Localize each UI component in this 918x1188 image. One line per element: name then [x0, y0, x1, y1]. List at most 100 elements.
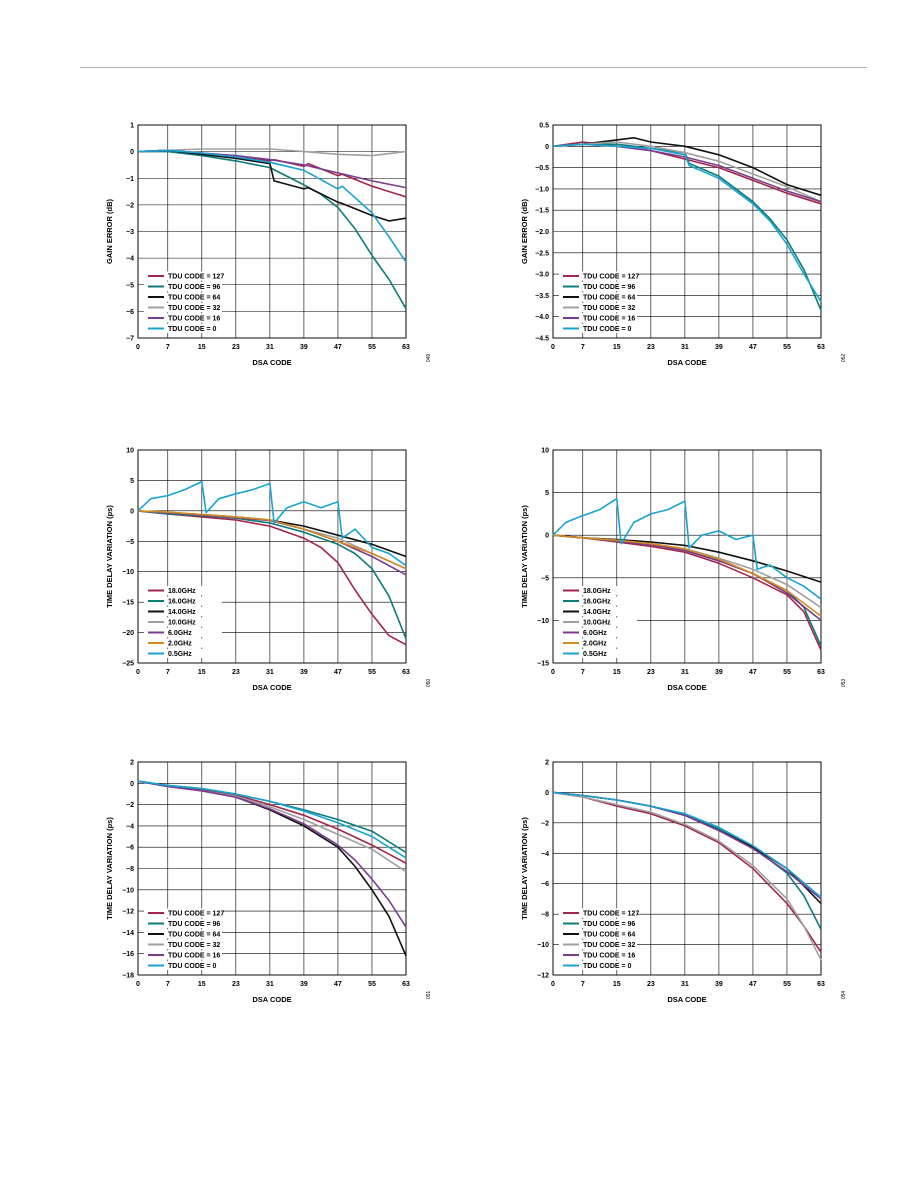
x-axis-title: DSA CODE [252, 995, 291, 1004]
y-tick-label: −7 [126, 336, 134, 343]
x-tick-label: 63 [402, 344, 410, 351]
legend-background [144, 961, 222, 970]
legend-background [144, 271, 222, 281]
legend-background [559, 638, 637, 648]
y-tick-label: 10 [126, 448, 134, 455]
x-tick-label: 39 [300, 344, 308, 351]
x-axis-title: DSA CODE [667, 358, 706, 367]
x-tick-label: 0 [551, 981, 555, 988]
y-tick-label: −20 [122, 630, 134, 637]
series-line [552, 791, 822, 905]
series-line [552, 791, 822, 961]
legend-background [559, 324, 637, 333]
legend-label: 18.0GHz [583, 588, 611, 595]
y-tick-label: −2 [541, 820, 549, 827]
legend-label: TDU CODE = 16 [583, 953, 635, 960]
y-tick-label: −4 [126, 823, 134, 830]
legend-label: TDU CODE = 0 [168, 326, 217, 333]
legend-background [559, 649, 637, 658]
legend-label: TDU CODE = 64 [583, 295, 635, 302]
y-tick-label: −8 [126, 866, 134, 873]
figure-id: 052 [841, 354, 847, 363]
x-tick-label: 47 [334, 344, 342, 351]
y-tick-label: 0.5 [539, 123, 549, 130]
series-line [552, 534, 822, 583]
y-tick-label: −6 [126, 309, 134, 316]
x-tick-label: 0 [136, 344, 140, 351]
legend-label: 14.0GHz [583, 609, 611, 616]
x-tick-label: 39 [715, 981, 723, 988]
x-axis-title: DSA CODE [667, 683, 706, 692]
y-tick-label: −1.0 [535, 186, 549, 193]
legend-background [144, 596, 222, 606]
legend-background [559, 961, 637, 970]
plot-frame [552, 761, 822, 976]
y-tick-label: −15 [537, 661, 549, 668]
legend-background [559, 908, 637, 918]
series-line [137, 780, 407, 864]
series-line [137, 780, 407, 859]
legend-background [144, 649, 222, 658]
legend-label: TDU CODE = 96 [583, 284, 635, 291]
legend: TDU CODE = 127 TDU CODE = 96 TDU CODE = 64… [144, 908, 224, 970]
legend-background [559, 586, 637, 595]
legend-background [559, 313, 637, 323]
x-tick-label: 47 [334, 669, 342, 676]
legend-background [559, 607, 637, 616]
x-tick-label: 55 [783, 981, 791, 988]
x-tick-label: 47 [749, 981, 757, 988]
legend-label: TDU CODE = 16 [168, 316, 220, 323]
figure-id: 051 [426, 991, 432, 1000]
legend-label: 16.0GHz [168, 599, 196, 606]
y-tick-label: −16 [122, 951, 134, 958]
plot-frame [552, 124, 822, 339]
legend-background [144, 292, 222, 302]
legend: TDU CODE = 127 TDU CODE = 96 TDU CODE = 64… [559, 271, 639, 333]
legend-background [144, 908, 222, 918]
time-delay-chart-tdu-2: 0 7 15 23 31 39 47 55 63 2 0 −2 −4 −6 −8 −10 −12 DSA CODE… [520, 760, 847, 1005]
legend-background [144, 940, 222, 949]
y-tick-label: −6 [541, 881, 549, 888]
time-delay-chart-tdu: 0 7 15 23 31 39 47 55 63 2 0 −2 −4 −6 −8 −10 −12 −14 −16 −1… [105, 760, 432, 1005]
legend-background [559, 919, 637, 928]
legend-label: TDU CODE = 32 [583, 305, 635, 312]
x-tick-label: 39 [300, 981, 308, 988]
x-tick-label: 23 [647, 669, 655, 676]
y-tick-label: −4.5 [535, 336, 549, 343]
y-tick-label: −6 [126, 845, 134, 852]
y-tick-label: 5 [545, 490, 549, 497]
x-axis-title: DSA CODE [252, 358, 291, 367]
y-tick-label: −14 [122, 930, 134, 937]
y-tick-label: 2 [130, 760, 134, 767]
y-tick-label: −5 [541, 575, 549, 582]
x-tick-label: 55 [783, 669, 791, 676]
y-tick-label: 1 [130, 123, 134, 130]
series-line [137, 510, 407, 558]
figure-id: 049 [426, 354, 432, 363]
x-tick-label: 23 [232, 344, 240, 351]
y-tick-label: 2 [545, 760, 549, 767]
legend-label: 16.0GHz [583, 599, 611, 606]
series-line [552, 143, 822, 303]
plot-frame [137, 761, 407, 976]
series-line [552, 141, 822, 205]
y-tick-label: −4 [541, 851, 549, 858]
y-tick-label: 0 [545, 533, 549, 540]
y-tick-label: −5 [126, 539, 134, 546]
y-tick-label: −25 [122, 661, 134, 668]
series-line [137, 780, 407, 873]
y-tick-label: −18 [122, 973, 134, 980]
x-tick-label: 31 [266, 344, 274, 351]
y-tick-label: −4.0 [535, 314, 549, 321]
x-tick-label: 63 [402, 669, 410, 676]
legend-label: 0.5GHz [168, 651, 192, 658]
y-tick-label: −0.5 [535, 165, 549, 172]
x-tick-label: 23 [647, 344, 655, 351]
x-tick-label: 55 [368, 981, 376, 988]
legend-background [559, 271, 637, 281]
series-line [137, 149, 407, 263]
y-tick-label: −2 [126, 202, 134, 209]
time-delay-chart-frequency: 0 7 15 23 31 39 47 55 63 10 5 0 −5 −10 −15 −20 −25 DSA CO… [105, 448, 432, 693]
y-tick-label: −5 [126, 282, 134, 289]
x-tick-label: 39 [300, 669, 308, 676]
